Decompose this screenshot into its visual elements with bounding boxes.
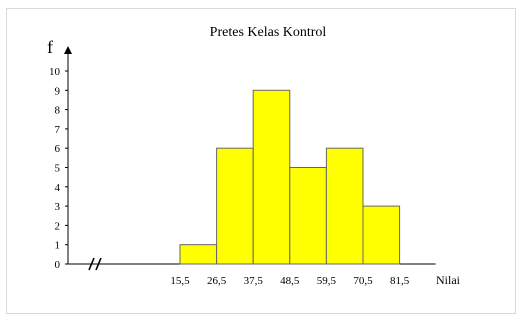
x-tick-label: 26,5 [207, 275, 227, 287]
x-tick-label: 15,5 [170, 275, 190, 287]
histogram-bar [289, 167, 327, 265]
chart-title: Pretes Kelas Kontrol [210, 25, 327, 40]
y-axis-label: f [47, 37, 53, 57]
x-tick-label: 70,5 [353, 275, 373, 287]
axis-break-mark [95, 257, 102, 271]
histogram-bar [216, 147, 254, 265]
y-tick-label: 6 [55, 143, 61, 155]
y-tick-label: 3 [55, 201, 61, 213]
y-tick-label: 7 [55, 124, 61, 136]
y-tick-label: 2 [55, 220, 61, 232]
y-tick-label: 10 [49, 66, 61, 78]
y-tick-label: 0 [55, 259, 61, 271]
y-tick-label: 5 [55, 163, 61, 175]
axis-break-mark [88, 257, 95, 271]
y-axis-arrow [64, 46, 72, 54]
x-tick-label: 81,5 [390, 275, 410, 287]
y-tick-label: 4 [55, 182, 61, 194]
x-tick-label: 37,5 [244, 275, 264, 287]
chart-frame [6, 8, 516, 314]
y-tick-label: 8 [55, 105, 61, 117]
x-tick-label: 48,5 [280, 275, 300, 287]
histogram-bar [362, 205, 401, 265]
y-tick-label: 1 [55, 240, 61, 252]
histogram-bar [325, 147, 364, 265]
x-axis-label: Nilai [436, 273, 461, 287]
histogram-bar [252, 89, 291, 265]
histogram-bar [179, 244, 218, 265]
x-tick-label: 59,5 [317, 275, 337, 287]
y-tick-label: 9 [55, 85, 61, 97]
